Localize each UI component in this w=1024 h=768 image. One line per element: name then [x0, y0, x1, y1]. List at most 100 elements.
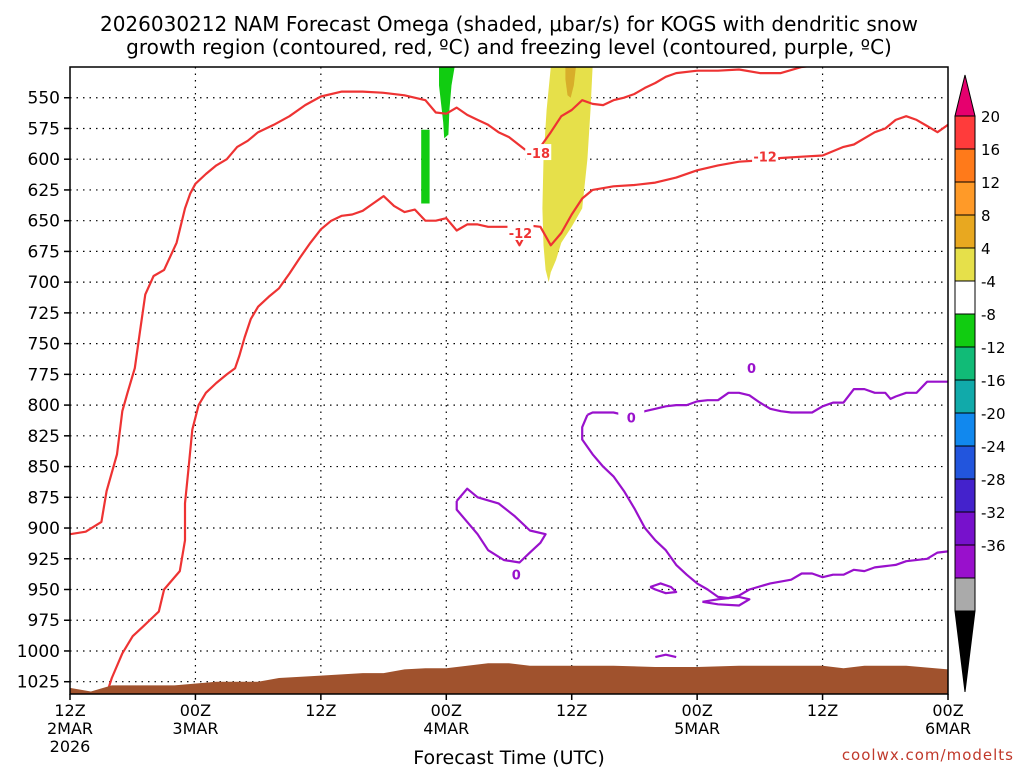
contour-label-purple: 0	[627, 411, 636, 426]
y-tick-label: 1000	[17, 642, 60, 662]
colorbar-label: -20	[981, 405, 1006, 423]
y-tick-label: 900	[28, 519, 60, 539]
x-tick-hour: 12Z	[305, 701, 336, 720]
contour-label-red_inner_right: -12	[753, 151, 777, 166]
plot-background	[70, 67, 948, 694]
omega_4	[542, 67, 593, 283]
y-tick-label: 600	[28, 150, 60, 170]
omega_neg4_b	[421, 129, 430, 204]
y-tick-label: 825	[28, 427, 60, 447]
contour-label-bg	[503, 565, 530, 582]
colorbar-segment	[954, 445, 976, 480]
x-tick-hour: 00Z	[681, 701, 712, 720]
contour-freezing_closed_small	[455, 487, 547, 564]
colorbar-label: 16	[981, 141, 1000, 159]
colorbar-label: 20	[981, 108, 1000, 126]
colorbar-label: -4	[981, 273, 996, 291]
y-tick-label: 950	[28, 581, 60, 601]
x-tick-hour: 12Z	[556, 701, 587, 720]
omega_8	[565, 67, 576, 98]
y-tick-label: 675	[28, 242, 60, 262]
x-tick-date: 6MAR	[925, 719, 971, 738]
colorbar-label: -12	[981, 339, 1006, 357]
y-tick-label: 700	[28, 273, 60, 293]
contour-freezing_lower	[581, 414, 948, 600]
colorbar-segment	[954, 577, 976, 612]
contour-label-bg	[738, 359, 765, 376]
colorbar-segment	[954, 148, 976, 183]
colorbar-segment	[954, 346, 976, 381]
colorbar-bottom-arrow	[954, 610, 976, 693]
contour-freezing_blob_c	[655, 653, 677, 659]
colorbar-segment	[954, 280, 976, 315]
colorbar-segment	[954, 544, 976, 579]
x-tick-date: 5MAR	[674, 719, 720, 738]
contour-label-bg	[507, 223, 534, 240]
y-tick-label: 925	[28, 550, 60, 570]
colorbar-label: -8	[981, 306, 996, 324]
x-tick-hour: 00Z	[180, 701, 211, 720]
y-tick-label: 650	[28, 212, 60, 232]
terrain-polygon	[70, 663, 948, 694]
y-tick-label: 725	[28, 304, 60, 324]
y-tick-label: 775	[28, 365, 60, 385]
y-tick-label: 550	[28, 89, 60, 109]
colorbar-segment	[954, 214, 976, 249]
y-tick-label: 975	[28, 611, 60, 631]
omega-shading	[421, 67, 593, 283]
contour-dgz_-12_outer	[70, 67, 811, 536]
colorbar-segment	[954, 313, 976, 348]
y-tick-label: 575	[28, 119, 60, 139]
contour-label-bg	[618, 408, 645, 425]
colorbar-segment	[954, 181, 976, 216]
colorbar-label: -32	[981, 504, 1006, 522]
x-tick-date: 3MAR	[172, 719, 218, 738]
colorbar-label: -24	[981, 438, 1006, 456]
contour-labels: -18 -12 -12 0 0 0	[503, 144, 779, 584]
contour-freezing_blob_b	[702, 595, 751, 607]
chart-title-line1: 2026030212 NAM Forecast Omega (shaded, μ…	[100, 12, 918, 36]
contour-label-bg	[525, 144, 552, 161]
colorbar: 20 16 12 8 4 -4 -8 -12 -16 -20 -24 -28 -32 -36	[954, 74, 1006, 693]
contour-label-purple: 0	[747, 362, 756, 377]
colorbar-segment	[954, 247, 976, 282]
chart-title-line2: growth region (contoured, red, ºC) and f…	[126, 35, 892, 59]
colorbar-label: -36	[981, 537, 1006, 555]
x-tick-hour: 00Z	[431, 701, 462, 720]
x-tick-year: 2026	[50, 737, 91, 756]
credit-text[interactable]: coolwx.com/modelts	[842, 746, 1014, 764]
y-tick-label: 800	[28, 396, 60, 416]
contour-label-purple: 0	[512, 569, 521, 584]
y-tick-label: 875	[28, 488, 60, 508]
colorbar-top-arrow	[954, 74, 976, 117]
colorbar-label: -28	[981, 471, 1006, 489]
colorbar-segment	[954, 412, 976, 447]
colorbar-segment	[954, 478, 976, 513]
x-tick-date: 4MAR	[423, 719, 469, 738]
x-tick-hour: 00Z	[932, 701, 963, 720]
y-axis-ticks: 550 575 600 625 650 675 700 725 750 775 800 825 850 8…	[17, 89, 70, 693]
contour-label-red_inner: -12	[509, 227, 533, 242]
colorbar-label: 8	[981, 207, 991, 225]
y-tick-label: 1025	[17, 673, 60, 693]
y-tick-label: 850	[28, 458, 60, 478]
colorbar-segment	[954, 379, 976, 414]
colorbar-label: 12	[981, 174, 1000, 192]
terrain-fill	[70, 663, 948, 694]
colorbar-segment	[954, 115, 976, 150]
contour-label-bg	[752, 147, 779, 164]
contour-dgz_-12_inner	[105, 115, 948, 694]
colorbar-label: 4	[981, 240, 991, 258]
omega_neg4_a	[439, 67, 455, 139]
x-tick-hour: 12Z	[807, 701, 838, 720]
x-tick-hour: 12Z	[54, 701, 85, 720]
colorbar-segment	[954, 511, 976, 546]
contour-freezing_blob_a	[649, 582, 678, 595]
y-tick-label: 750	[28, 335, 60, 355]
x-tick-date: 2MAR	[47, 719, 93, 738]
colorbar-label: -16	[981, 372, 1006, 390]
plot-frame	[69, 66, 949, 695]
contour-label-red_outer: -18	[527, 147, 551, 162]
